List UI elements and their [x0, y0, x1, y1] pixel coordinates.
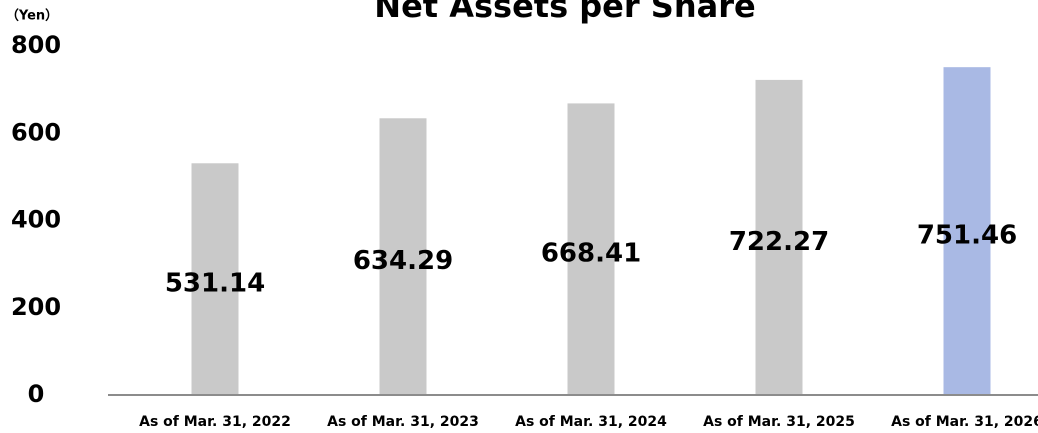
- y-tick-label: 400: [11, 206, 61, 234]
- bar: [755, 79, 803, 395]
- data-label: 531.14: [165, 269, 265, 299]
- y-tick-label: 0: [28, 380, 45, 408]
- x-tick-label: As of Mar. 31, 2025: [703, 414, 855, 430]
- x-tick-label: As of Mar. 31, 2022: [139, 414, 291, 430]
- y-tick-label: 800: [11, 31, 61, 59]
- bar: [379, 118, 427, 395]
- data-label: 722.27: [729, 227, 829, 257]
- y-tick-label: 600: [11, 118, 61, 146]
- bar: [943, 67, 991, 396]
- x-tick-label: As of Mar. 31, 2023: [327, 414, 479, 430]
- bar: [191, 163, 239, 395]
- y-axis-label: （Yen）: [6, 8, 58, 24]
- y-tick-label: 200: [11, 293, 61, 321]
- bar: [567, 103, 615, 396]
- data-label: 751.46: [917, 221, 1017, 251]
- data-label: 634.29: [353, 246, 453, 276]
- chart-title: Net Assets per Share: [374, 0, 755, 25]
- x-tick-label: As of Mar. 31, 2026: [891, 414, 1038, 430]
- x-tick-label: As of Mar. 31, 2024: [515, 414, 667, 430]
- data-label: 668.41: [541, 239, 641, 269]
